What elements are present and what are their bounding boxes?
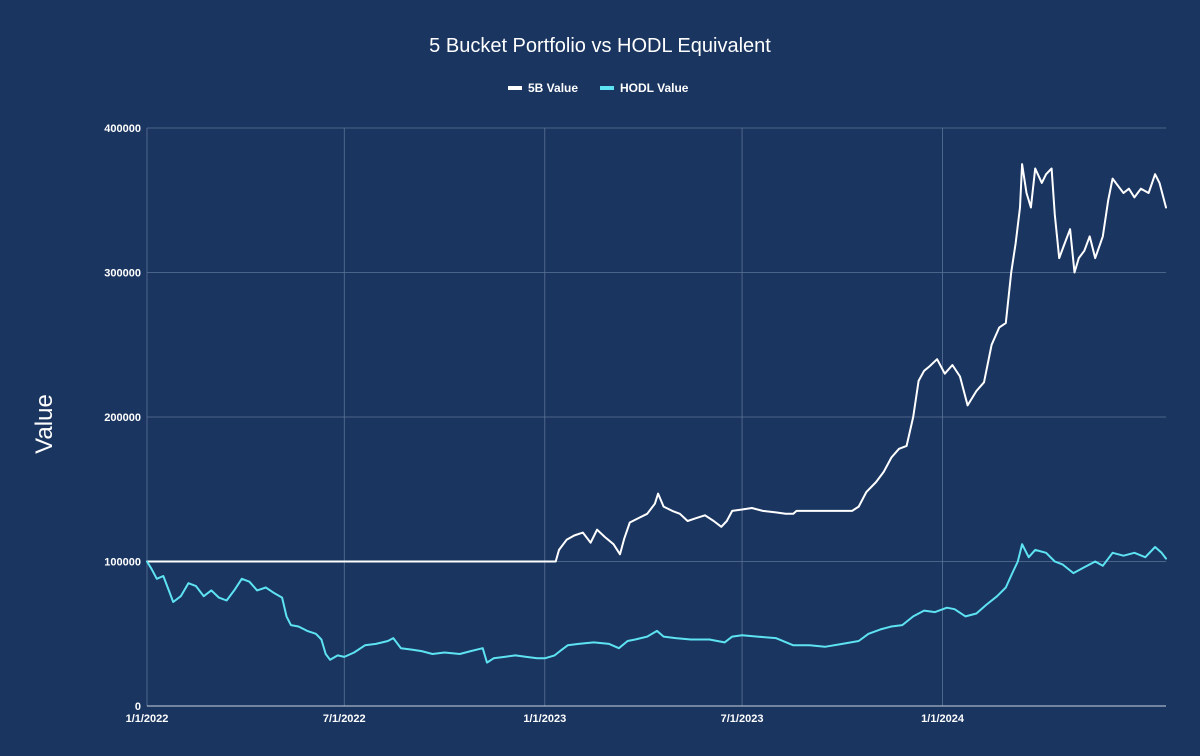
x-tick-label: 1/1/2023 — [523, 713, 566, 725]
series-layer — [146, 163, 1167, 664]
x-axis-ticks: 1/1/2022 7/1/2022 1/1/2023 7/1/2023 1/1/2024 — [126, 713, 965, 725]
y-tick-label: 300000 — [104, 268, 141, 280]
legend-label: HODL Value — [620, 81, 689, 95]
y-tick-label: 200000 — [104, 412, 141, 424]
legend: 5B Value HODL Value — [508, 81, 689, 95]
legend-label: 5B Value — [528, 81, 578, 95]
series-line-hodl-value — [146, 543, 1167, 664]
legend-item-5b-value: 5B Value — [508, 81, 578, 95]
y-axis-ticks: 0 100000 200000 300000 400000 — [104, 123, 141, 713]
x-tick-label: 1/1/2024 — [921, 713, 965, 725]
legend-item-hodl-value: HODL Value — [600, 81, 689, 95]
x-tick-label: 1/1/2022 — [126, 713, 169, 725]
chart-title: 5 Bucket Portfolio vs HODL Equivalent — [429, 35, 771, 57]
x-tick-label: 7/1/2023 — [721, 713, 764, 725]
legend-swatch — [600, 86, 614, 90]
y-axis-label: Value — [31, 394, 58, 454]
y-tick-label: 400000 — [104, 123, 141, 135]
y-tick-label: 0 — [135, 701, 141, 713]
x-tick-label: 7/1/2022 — [323, 713, 366, 725]
legend-swatch — [508, 86, 522, 90]
series-line-5b-value — [146, 163, 1167, 563]
y-tick-label: 100000 — [104, 557, 141, 569]
gridlines — [146, 127, 1166, 706]
